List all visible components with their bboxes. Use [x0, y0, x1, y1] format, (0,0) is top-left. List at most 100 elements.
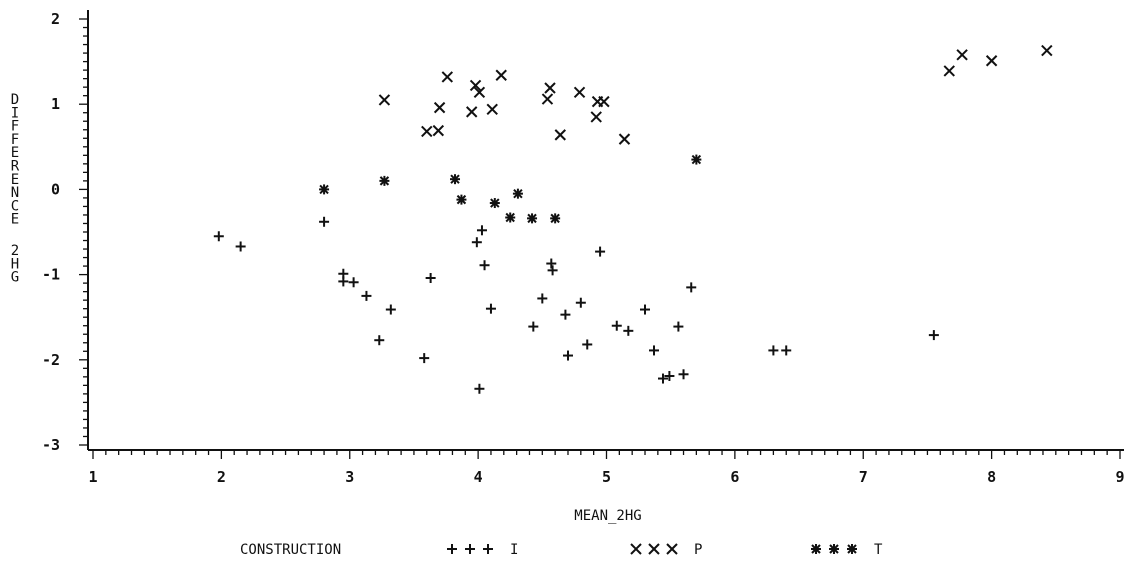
data-point-p [554, 129, 566, 141]
y-tick-label: 1 [51, 95, 60, 113]
data-point-i [928, 330, 939, 341]
y-tick-label: -2 [42, 351, 60, 369]
y-axis-title-char: D [11, 92, 19, 108]
data-point-i [419, 353, 430, 364]
y-axis-title-char: E [11, 212, 19, 228]
legend-marker-p [630, 543, 642, 555]
data-point-p [432, 124, 445, 137]
data-point-p [956, 49, 968, 61]
y-axis-title-char: F [11, 119, 19, 135]
y-tick-label: 0 [51, 180, 60, 198]
data-point-i [476, 225, 487, 236]
legend-label-t: T [874, 542, 883, 558]
data-point-i [768, 345, 779, 356]
data-point-i [474, 383, 485, 394]
data-point-p [541, 93, 554, 105]
data-point-i [562, 350, 573, 361]
x-tick-label: 7 [859, 468, 868, 486]
x-tick-labels: 1 2 3 4 5 6 7 8 9 [88, 468, 1124, 486]
y-axis-title-char: E [11, 172, 19, 188]
data-point-p [486, 103, 498, 116]
data-point-i [213, 231, 224, 242]
data-point-i [546, 258, 557, 269]
legend-marker-i [447, 544, 457, 554]
y-axis-title-char: E [11, 145, 19, 161]
legend-marker-i [465, 544, 475, 554]
data-point-i [348, 277, 359, 288]
y-axis-title-char: C [11, 198, 19, 214]
legend-marker-t [829, 544, 839, 554]
y-axis-title-char: G [11, 270, 19, 286]
data-point-i [385, 304, 396, 315]
y-axis-title-char: H [11, 256, 19, 272]
data-point-p [618, 133, 631, 145]
data-point-p [378, 94, 391, 106]
data-point-i [611, 320, 622, 331]
data-points [213, 44, 1053, 394]
data-point-i [595, 246, 606, 257]
y-tick-label: -3 [42, 436, 60, 454]
data-point-i [640, 304, 651, 315]
y-tick-label: 2 [51, 10, 60, 28]
data-point-i [425, 273, 436, 284]
data-point-i [623, 325, 634, 336]
data-point-i [678, 369, 689, 380]
data-point-t [512, 188, 523, 199]
y-axis-title-char: I [11, 105, 19, 121]
data-point-i [537, 293, 548, 304]
y-axis-title-char: 2 [11, 243, 19, 259]
data-point-i [657, 373, 668, 384]
y-tick-labels: -3 -2 -1 0 1 2 [42, 10, 60, 454]
legend-marker-p [648, 543, 660, 555]
data-point-t [456, 194, 467, 205]
axis-ticks [79, 18, 1121, 459]
data-point-i [648, 345, 659, 356]
data-point-t [550, 213, 561, 224]
data-point-p [465, 106, 478, 118]
legend-label-i: I [510, 542, 518, 558]
y-axis-title-char: R [11, 159, 20, 175]
data-point-i [471, 237, 482, 248]
data-point-i [673, 321, 684, 332]
data-point-i [479, 260, 490, 271]
data-point-p [1041, 44, 1053, 57]
x-tick-label: 5 [602, 468, 611, 486]
y-axis-title-char: F [11, 132, 19, 148]
data-point-p [943, 65, 955, 77]
data-point-p [598, 95, 610, 108]
data-point-i [528, 321, 539, 332]
y-tick-label: -1 [42, 266, 60, 284]
data-point-p [985, 55, 998, 67]
x-tick-label: 4 [474, 468, 483, 486]
y-axis-title-char: N [11, 185, 19, 201]
data-point-i [547, 265, 558, 276]
data-point-t [527, 213, 538, 224]
data-point-p [433, 101, 446, 114]
data-point-t [450, 174, 461, 185]
x-tick-label: 9 [1115, 468, 1124, 486]
data-point-t [505, 212, 516, 223]
data-point-p [495, 69, 507, 81]
data-point-i [485, 303, 496, 314]
legend-title: CONSTRUCTION [240, 542, 341, 558]
data-point-p [573, 86, 586, 98]
data-point-p [544, 82, 556, 94]
x-tick-label: 1 [88, 468, 97, 486]
data-point-p [590, 111, 602, 123]
data-point-i [575, 297, 586, 308]
data-point-i [338, 276, 349, 287]
data-point-i [560, 309, 571, 320]
data-point-p [469, 79, 482, 92]
data-point-i [582, 339, 593, 350]
data-point-i [664, 370, 675, 381]
data-point-p [473, 86, 486, 98]
legend-label-p: P [694, 542, 702, 558]
legend-marker-p [666, 543, 678, 555]
data-point-t [489, 198, 500, 209]
legend-marker-i [483, 544, 493, 554]
legend-marker-t [847, 544, 857, 554]
data-point-i [319, 216, 330, 227]
